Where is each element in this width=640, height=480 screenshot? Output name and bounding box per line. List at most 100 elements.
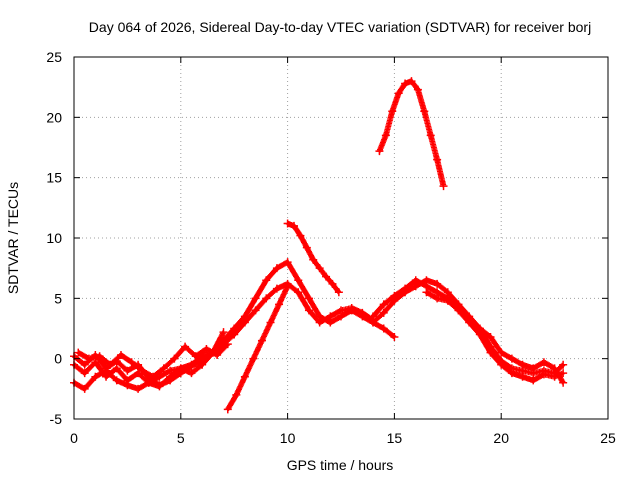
series-track-10 (422, 288, 568, 387)
data-point (213, 351, 222, 360)
data-point (381, 131, 390, 140)
data-point (262, 294, 271, 303)
data-point (283, 282, 292, 291)
data-point (347, 303, 356, 312)
data-point (95, 352, 104, 361)
data-point (358, 308, 367, 317)
data-point (309, 255, 318, 264)
data-point (539, 370, 548, 379)
x-tick-label: 20 (493, 430, 509, 446)
data-point (91, 372, 100, 381)
data-point (138, 366, 147, 375)
data-point-segment (382, 109, 395, 139)
data-point (497, 348, 506, 357)
series-track-3 (70, 328, 228, 393)
data-point (518, 360, 527, 369)
data-point (251, 306, 260, 315)
data-point (390, 291, 399, 300)
data-point (401, 79, 410, 88)
y-tick-label: 0 (54, 351, 62, 367)
data-point (80, 369, 89, 378)
data-point (181, 342, 190, 351)
data-point (394, 89, 403, 98)
data-point (433, 279, 442, 288)
data-point (106, 360, 115, 369)
data-point (375, 147, 384, 156)
data-point (187, 361, 196, 370)
series-track-1 (70, 258, 399, 387)
data-point (475, 324, 484, 333)
data-point (390, 332, 399, 341)
data-point (223, 340, 232, 349)
data-point (294, 288, 303, 297)
y-tick-label: 5 (54, 290, 62, 306)
data-point (296, 231, 305, 240)
data-point (262, 276, 271, 285)
data-point (539, 358, 548, 367)
data-point (134, 384, 143, 393)
data-point (337, 306, 345, 315)
data-point (379, 308, 388, 317)
data-point (443, 296, 452, 305)
data-point (116, 351, 125, 360)
data-point (407, 77, 416, 86)
data-point-segment (427, 132, 440, 162)
data-point (559, 360, 568, 369)
data-point (123, 366, 132, 375)
data-point (257, 336, 266, 345)
data-point (123, 381, 132, 390)
data-point (433, 294, 442, 303)
series-track-7 (375, 77, 448, 191)
chart-title: Day 064 of 2026, Sidereal Day-to-day VTE… (89, 19, 591, 35)
data-point (232, 390, 241, 399)
series-track-5 (223, 282, 292, 414)
data-point (240, 318, 249, 327)
data-point (275, 300, 284, 309)
data-point (322, 272, 331, 281)
data-point (507, 354, 516, 363)
data-point (219, 328, 228, 337)
data-point (486, 332, 495, 341)
data-point (272, 284, 281, 293)
data-point (170, 354, 179, 363)
y-tick-label: 20 (46, 109, 62, 125)
data-point (433, 155, 442, 164)
data-point (176, 364, 185, 373)
x-tick-label: 0 (70, 430, 78, 446)
data-point (191, 352, 200, 361)
data-point (401, 284, 410, 293)
data-point-segment (434, 156, 447, 188)
data-point (187, 369, 196, 378)
data-point (518, 372, 527, 381)
data-point (334, 288, 343, 297)
series-track-4 (74, 340, 232, 381)
y-tick-label: 10 (46, 230, 62, 246)
data-point (251, 294, 260, 303)
data-point (144, 378, 153, 387)
data-point (159, 364, 168, 373)
data-point (74, 348, 83, 357)
data-point (315, 318, 324, 327)
grid (74, 57, 608, 419)
data-point (155, 382, 164, 391)
data-point (326, 312, 335, 321)
data-point (379, 300, 388, 309)
data-point (486, 348, 495, 357)
data-point (198, 360, 207, 369)
data-point (272, 264, 281, 273)
data-point (102, 366, 111, 375)
data-point (369, 312, 378, 321)
x-tick-label: 5 (177, 430, 185, 446)
data-point (202, 345, 211, 354)
data-point (127, 358, 136, 367)
data-point (240, 372, 249, 381)
data-point (283, 219, 292, 228)
data-point (328, 279, 337, 288)
data-point (379, 324, 388, 333)
data-point (166, 372, 175, 381)
data-point (422, 288, 431, 297)
data-point (80, 384, 89, 393)
data-point (439, 182, 448, 191)
data-point (420, 107, 429, 116)
data-point (283, 258, 292, 267)
